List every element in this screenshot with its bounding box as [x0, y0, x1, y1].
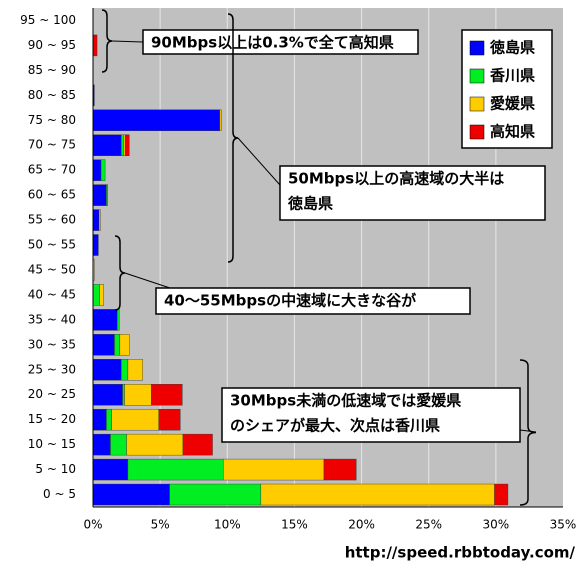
y-tick-label: 50 ~ 55	[28, 238, 76, 252]
bar-segment	[92, 209, 100, 231]
bar-segment	[323, 458, 357, 481]
bar-segment	[106, 408, 113, 431]
y-tick-label: 80 ~ 85	[28, 88, 76, 102]
y-tick-label: 40 ~ 45	[28, 287, 76, 301]
y-tick-label: 25 ~ 30	[28, 362, 76, 376]
bar-segment	[223, 458, 325, 481]
bar-segment	[92, 458, 129, 481]
annotation: 50Mbps以上の高速域の大半は	[288, 170, 504, 188]
annotation: 30Mbps未満の低速域では愛媛県	[230, 392, 461, 410]
bar-segment	[158, 408, 181, 431]
callout-pointer	[237, 137, 281, 186]
y-tick-label: 35 ~ 40	[28, 312, 76, 326]
y-tick-label: 60 ~ 65	[28, 188, 76, 202]
callout-box	[279, 165, 546, 221]
bar-segment	[125, 134, 130, 156]
bar-segment	[494, 483, 509, 506]
legend-swatch	[469, 40, 485, 56]
y-tick-label: 0 ~ 5	[43, 487, 76, 501]
legend-label: 高知県	[490, 123, 535, 141]
bracket	[519, 359, 537, 506]
bar-segment	[92, 159, 102, 181]
callout-box	[221, 387, 521, 443]
bar-segment	[169, 483, 262, 506]
bar-segment	[124, 384, 152, 406]
bar-segment	[127, 359, 143, 381]
bar-segment	[92, 408, 107, 431]
bar-segment	[151, 384, 183, 406]
bar-segment	[106, 184, 108, 206]
bar-segment	[92, 309, 118, 331]
x-tick-label: 35%	[550, 518, 577, 532]
bar-segment	[92, 334, 115, 356]
callout-pointer	[124, 272, 171, 289]
x-tick-label: 15%	[281, 518, 308, 532]
callout-pointer	[111, 40, 144, 43]
y-tick-label: 70 ~ 75	[28, 138, 76, 152]
legend-label: 徳島県	[489, 39, 535, 57]
bar-segment	[92, 359, 122, 381]
legend-label: 香川県	[490, 67, 535, 85]
legend-label: 愛媛県	[490, 95, 535, 113]
annotation: 40～55Mbpsの中速域に大きな谷が	[164, 292, 417, 310]
bar-segment	[120, 134, 125, 156]
bar-segment	[122, 384, 125, 406]
bar-segment	[182, 433, 213, 456]
bar-segment	[114, 334, 121, 356]
bar-segment	[126, 433, 184, 456]
y-tick-label: 5 ~ 10	[35, 462, 76, 476]
x-tick-label: 20%	[348, 518, 375, 532]
bar-segment	[120, 359, 129, 381]
x-tick-label: 5%	[151, 518, 170, 532]
callout-pointer	[519, 429, 537, 433]
y-tick-label: 15 ~ 20	[28, 412, 76, 426]
bar-segment	[92, 184, 107, 206]
bar-segment	[99, 284, 104, 306]
annotation: のシェアが最大、次点は香川県	[230, 417, 440, 435]
bar-segment	[92, 433, 111, 456]
bar-segment	[116, 309, 120, 331]
bar-segment	[100, 159, 106, 181]
y-tick-label: 75 ~ 80	[28, 113, 76, 127]
x-tick-label: 0%	[83, 518, 102, 532]
bar-segment	[119, 334, 130, 356]
bar-segment	[92, 384, 123, 406]
bar-segment	[260, 483, 495, 506]
y-tick-label: 10 ~ 15	[28, 437, 76, 451]
bar-segment	[111, 408, 160, 431]
source: http://speed.rbbtoday.com/	[345, 544, 576, 562]
y-tick-label: 95 ~ 100	[20, 13, 76, 27]
bar-segment	[92, 284, 100, 306]
legend-swatch	[469, 124, 485, 140]
bar-segment	[92, 134, 122, 156]
bar-segment	[98, 209, 101, 231]
annotation: 徳島県	[287, 195, 333, 213]
y-tick-label: 20 ~ 25	[28, 387, 76, 401]
y-tick-label: 90 ~ 95	[28, 38, 76, 52]
x-tick-label: 25%	[415, 518, 442, 532]
bar-segment	[219, 109, 222, 131]
bar-segment	[110, 433, 127, 456]
y-tick-label: 45 ~ 50	[28, 262, 76, 276]
legend-swatch	[469, 68, 485, 84]
bar-segment	[92, 234, 99, 256]
bar-segment	[123, 134, 126, 156]
annotation: 90Mbps以上は0.3%で全て高知県	[151, 34, 394, 52]
y-tick-label: 65 ~ 70	[28, 163, 76, 177]
x-tick-label: 10%	[214, 518, 241, 532]
callout-box	[155, 287, 471, 315]
x-tick-label: 30%	[483, 518, 510, 532]
y-tick-label: 30 ~ 35	[28, 337, 76, 351]
callout-box	[142, 29, 419, 55]
bar-segment	[92, 483, 170, 506]
bar-segment	[92, 34, 98, 57]
bar-segment	[92, 109, 221, 131]
bar-segment	[127, 458, 224, 481]
legend-swatch	[469, 96, 485, 112]
y-tick-label: 55 ~ 60	[28, 213, 76, 227]
y-tick-label: 85 ~ 90	[28, 63, 76, 77]
